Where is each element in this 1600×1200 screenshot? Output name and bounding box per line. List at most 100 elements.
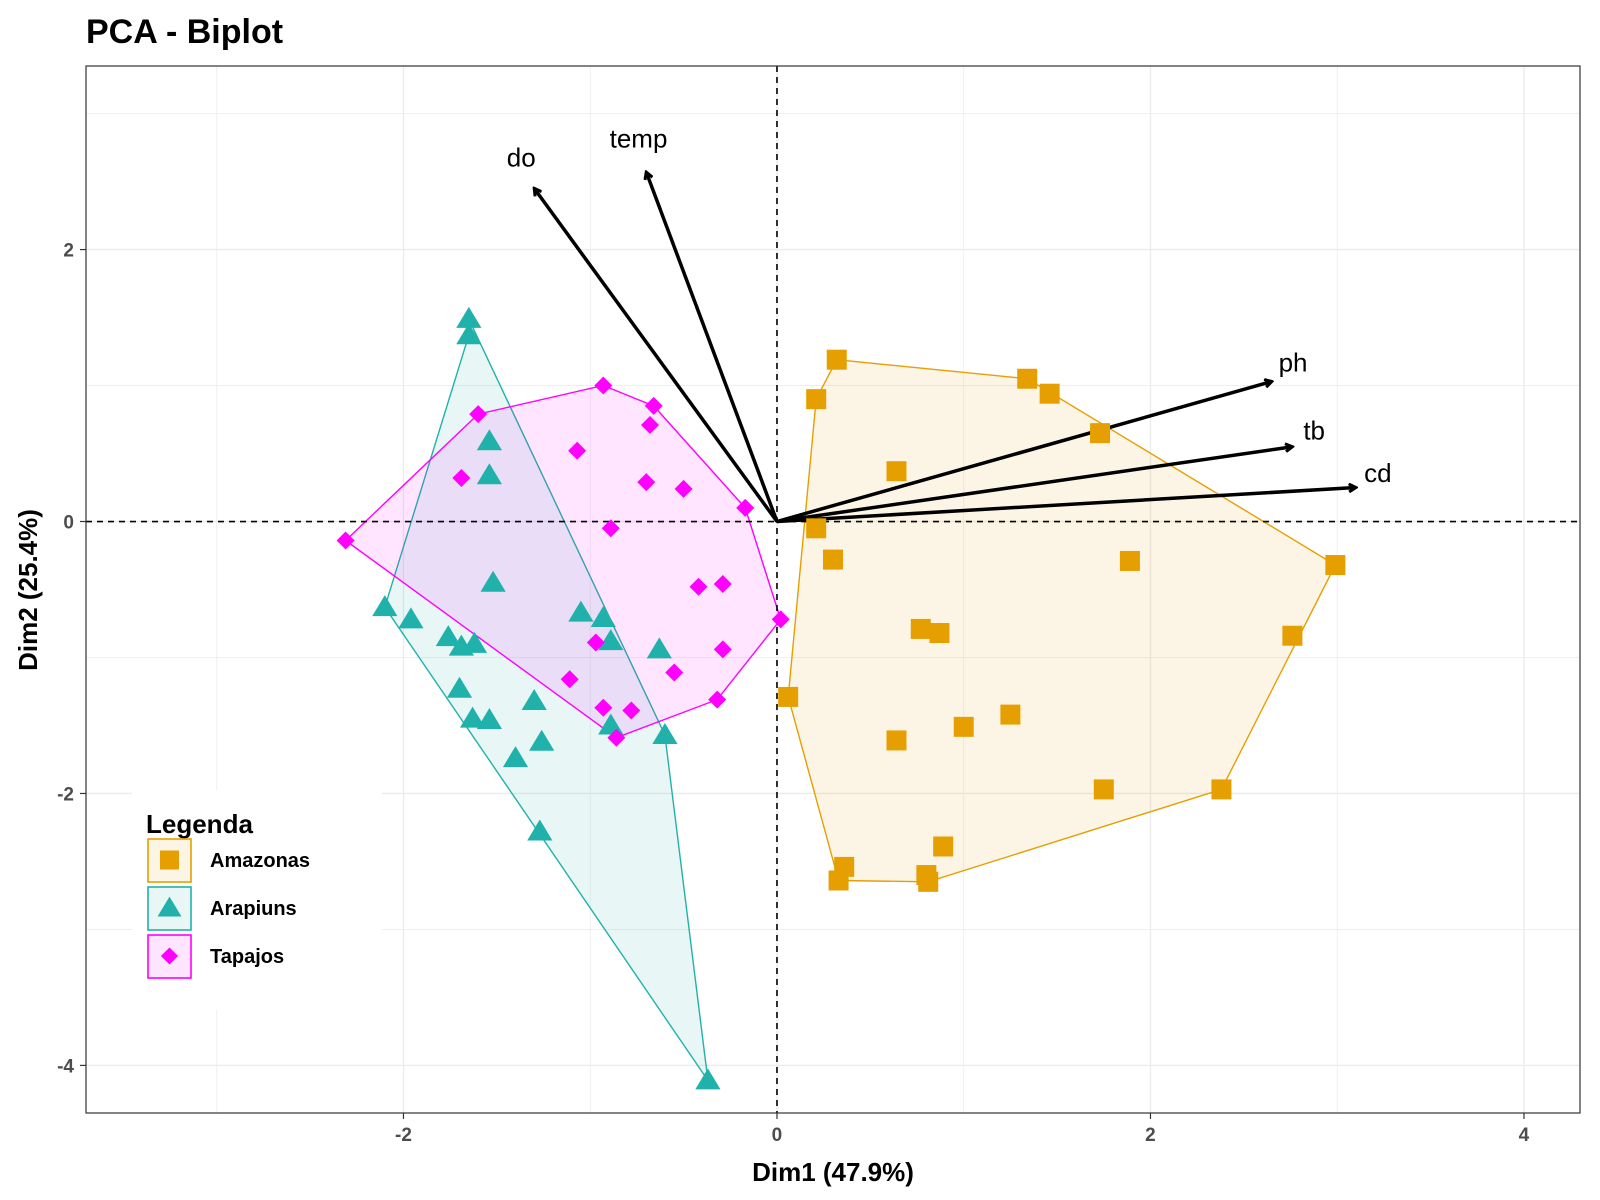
data-point-amazonas xyxy=(826,349,847,370)
chart-title: PCA - Biplot xyxy=(86,13,283,51)
data-point-tapajos xyxy=(689,577,708,596)
data-point-tapajos xyxy=(665,663,684,682)
data-point-tapajos xyxy=(560,670,579,689)
data-points xyxy=(336,306,1346,1090)
grid xyxy=(86,66,1580,1113)
data-point-arapiuns xyxy=(372,595,398,617)
data-point-tapajos xyxy=(708,690,727,709)
variable-label-cd: cd xyxy=(1364,458,1391,488)
y-tick-label: -2 xyxy=(57,784,74,805)
data-point-tapajos xyxy=(637,473,656,492)
x-tick-label: 4 xyxy=(1519,1125,1530,1146)
data-point-tapajos xyxy=(640,415,659,434)
legend: Legenda Amazonas Arapiuns Tapajos xyxy=(132,790,382,1010)
variable-label-do: do xyxy=(507,143,536,173)
data-point-amazonas xyxy=(1090,423,1111,444)
data-point-amazonas xyxy=(1211,779,1232,800)
data-point-arapiuns xyxy=(529,729,555,751)
data-point-tapajos xyxy=(607,728,626,747)
data-point-amazonas xyxy=(918,871,939,892)
data-point-amazonas xyxy=(828,870,849,891)
data-point-amazonas xyxy=(823,549,843,570)
data-point-tapajos xyxy=(586,633,605,652)
data-point-amazonas xyxy=(1119,550,1140,571)
plot-border xyxy=(85,65,1581,1114)
data-point-amazonas xyxy=(806,389,827,410)
x-axis-title: Dim1 (47.9%) xyxy=(752,1157,914,1187)
data-point-amazonas xyxy=(778,686,799,707)
data-point-tapajos xyxy=(568,441,587,460)
legend-marker-tapajos xyxy=(160,947,179,965)
data-point-arapiuns xyxy=(527,819,553,841)
data-point-arapiuns xyxy=(598,713,624,735)
data-point-tapajos xyxy=(622,701,641,720)
data-point-amazonas xyxy=(1325,555,1346,576)
legend-title: Legenda xyxy=(146,809,253,839)
convex-hulls xyxy=(344,318,1337,1081)
data-point-tapajos xyxy=(713,640,732,659)
data-point-arapiuns xyxy=(480,570,506,592)
data-point-tapajos xyxy=(469,405,488,424)
y-tick-label: -4 xyxy=(57,1056,74,1077)
axis-ticks: -2 0 2 4 -4 -2 0 2 xyxy=(57,241,1530,1146)
data-point-arapiuns xyxy=(652,722,678,744)
data-point-arapiuns xyxy=(476,708,502,730)
data-point-amazonas xyxy=(910,618,931,639)
data-point-tapajos xyxy=(736,498,755,517)
data-point-arapiuns xyxy=(461,631,488,653)
y-axis-title: Dim2 (25.4%) xyxy=(13,509,43,671)
data-point-tapajos xyxy=(594,698,613,717)
arrow-tb xyxy=(776,447,1292,524)
data-point-arapiuns xyxy=(459,706,486,728)
data-point-tapajos xyxy=(601,519,620,538)
data-point-amazonas xyxy=(1039,383,1060,404)
data-point-arapiuns xyxy=(456,306,482,328)
data-point-arapiuns xyxy=(646,637,672,659)
data-point-arapiuns xyxy=(590,606,616,628)
legend-marker-amazonas xyxy=(160,850,179,870)
data-point-amazonas xyxy=(953,716,974,737)
data-point-tapajos xyxy=(674,479,693,498)
variable-label-tb: tb xyxy=(1303,416,1325,446)
data-point-arapiuns xyxy=(476,463,502,485)
series-tapajos xyxy=(336,376,790,747)
arrow-temp xyxy=(646,172,779,523)
x-tick-label: -2 xyxy=(395,1125,412,1146)
y-tick-label: 0 xyxy=(63,513,74,534)
variable-label-ph: ph xyxy=(1279,347,1308,377)
data-point-arapiuns xyxy=(446,676,473,698)
variable-label-temp: temp xyxy=(610,123,668,153)
x-tick-label: 0 xyxy=(772,1125,783,1146)
arrow-do xyxy=(534,188,779,523)
data-point-arapiuns xyxy=(502,746,529,768)
data-point-amazonas xyxy=(886,730,907,751)
data-point-tapajos xyxy=(771,610,790,629)
data-point-amazonas xyxy=(1017,368,1038,389)
data-point-arapiuns xyxy=(695,1068,721,1090)
data-point-tapajos xyxy=(713,575,732,594)
y-tick-label: 2 xyxy=(63,241,74,262)
series-arapiuns xyxy=(372,306,721,1090)
data-point-amazonas xyxy=(806,518,827,539)
series-amazonas xyxy=(778,349,1346,892)
legend-label-tapajos: Tapajos xyxy=(210,946,284,968)
arrow-cd xyxy=(776,488,1356,524)
data-point-arapiuns xyxy=(476,429,502,451)
x-tick-label: 2 xyxy=(1145,1125,1156,1146)
data-point-arapiuns xyxy=(568,600,594,622)
data-point-amazonas xyxy=(929,623,950,644)
data-point-tapajos xyxy=(594,376,613,395)
data-point-amazonas xyxy=(1282,625,1303,646)
legend-label-arapiuns: Arapiuns xyxy=(210,898,297,920)
data-point-arapiuns xyxy=(521,688,547,710)
data-point-arapiuns xyxy=(598,629,624,651)
data-point-amazonas xyxy=(1093,779,1114,800)
data-point-arapiuns xyxy=(456,323,482,345)
data-point-arapiuns xyxy=(398,607,424,629)
data-point-amazonas xyxy=(886,461,907,482)
legend-background xyxy=(132,790,382,1010)
data-point-tapajos xyxy=(336,531,355,550)
variable-arrows: do temp ph tb cd xyxy=(507,123,1392,524)
data-point-arapiuns xyxy=(435,625,461,647)
